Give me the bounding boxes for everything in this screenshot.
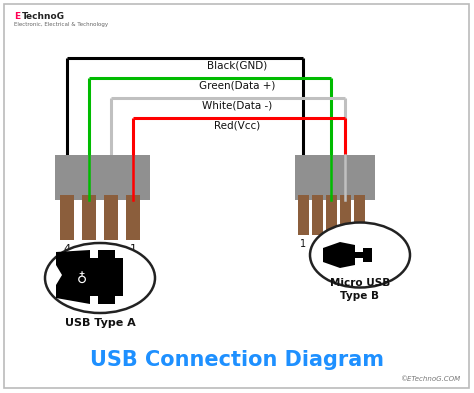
Bar [340, 195, 351, 235]
Text: 4: 4 [342, 239, 348, 249]
Text: Red(Vcc): Red(Vcc) [214, 120, 260, 130]
Text: 4: 4 [64, 244, 71, 254]
Text: Micro USB
Type B: Micro USB Type B [330, 278, 390, 301]
Text: 5: 5 [356, 239, 362, 249]
Ellipse shape [310, 222, 410, 288]
Text: 1: 1 [129, 244, 137, 254]
Bar [55, 155, 150, 200]
Bar [104, 195, 118, 240]
Text: Electronic, Electrical & Technology: Electronic, Electrical & Technology [14, 22, 108, 27]
Polygon shape [323, 242, 372, 268]
Text: USB Type A: USB Type A [64, 318, 136, 328]
Bar [298, 195, 309, 235]
Text: 2: 2 [314, 239, 320, 249]
Text: USB Connection Diagram: USB Connection Diagram [90, 350, 384, 370]
Text: ©ETechnoG.COM: ©ETechnoG.COM [400, 376, 460, 382]
Bar [312, 195, 323, 235]
Bar [82, 195, 96, 240]
Text: Black(GND): Black(GND) [207, 60, 267, 70]
Text: E: E [14, 12, 20, 21]
Text: TechnoG: TechnoG [22, 12, 65, 21]
Bar [295, 155, 375, 200]
Text: 3: 3 [85, 244, 92, 254]
Bar [326, 195, 337, 235]
Text: Green(Data +): Green(Data +) [199, 80, 275, 90]
Bar [60, 195, 74, 240]
Ellipse shape [45, 243, 155, 313]
Text: 2: 2 [108, 244, 115, 254]
Text: White(Data -): White(Data -) [202, 100, 272, 110]
Bar [126, 195, 140, 240]
Bar [354, 195, 365, 235]
Text: 1: 1 [300, 239, 306, 249]
Text: ♁: ♁ [77, 272, 87, 286]
Text: 3: 3 [328, 239, 334, 249]
Polygon shape [56, 250, 123, 304]
